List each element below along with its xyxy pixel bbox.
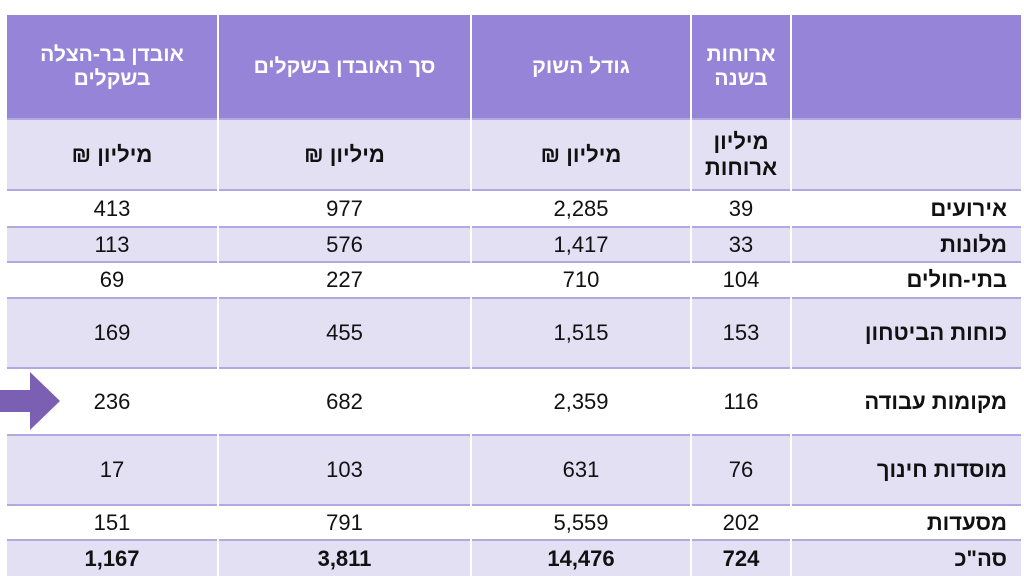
header-cell (790, 15, 1021, 119)
unit-cell: מיליון ₪ (470, 118, 691, 190)
data-row: כוחות הביטחון 153 1,515 455 169 (5, 297, 1021, 368)
value-cell: 3,811 (217, 539, 471, 576)
header-cell: ארוחות בשנה (690, 15, 791, 119)
header-row: ארוחות בשנה גודל השוק סך האובדן בשקלים אובד… (5, 15, 1021, 119)
value-cell: 14,476 (470, 539, 691, 576)
row-label: מקומות עבודה (790, 367, 1021, 435)
unit-cell: מיליון ארוחות (690, 118, 791, 190)
value-cell: 2,359 (470, 367, 691, 435)
value-cell: 791 (217, 504, 471, 540)
value-cell: 39 (690, 189, 791, 227)
data-row: סה"כ 724 14,476 3,811 1,167 (5, 539, 1021, 576)
row-label: מלונות (790, 226, 1021, 262)
data-row: מלונות 33 1,417 576 113 (5, 226, 1021, 262)
value-cell: 710 (470, 261, 691, 298)
value-cell: 202 (690, 504, 791, 540)
unit-cell: מיליון ₪ (217, 118, 471, 190)
row-label: כוחות הביטחון (790, 297, 1021, 368)
value-cell: 1,515 (470, 297, 691, 368)
value-cell: 151 (5, 504, 218, 540)
value-cell: 455 (217, 297, 471, 368)
table-body: ארוחות בשנה גודל השוק סך האובדן בשקלים אובד… (5, 15, 1021, 576)
row-label: סה"כ (790, 539, 1021, 576)
row-arrow (0, 372, 60, 430)
value-cell: 69 (5, 261, 218, 298)
units-row: מיליון ארוחות מיליון ₪ מיליון ₪ מיליון ₪ (5, 118, 1021, 190)
value-cell: 116 (690, 367, 791, 435)
value-cell: 113 (5, 226, 218, 262)
value-cell: 76 (690, 434, 791, 505)
value-cell: 682 (217, 367, 471, 435)
unit-cell: מיליון ₪ (5, 118, 218, 190)
unit-cell (790, 118, 1021, 190)
value-cell: 631 (470, 434, 691, 505)
value-cell: 2,285 (470, 189, 691, 227)
header-cell: אובדן בר-הצלה בשקלים (5, 15, 218, 119)
data-row: מסעדות 202 5,559 791 151 (5, 504, 1021, 540)
row-label: מסעדות (790, 504, 1021, 540)
data-table: ארוחות בשנה גודל השוק סך האובדן בשקלים אובד… (5, 15, 1021, 576)
value-cell: 977 (217, 189, 471, 227)
data-row: בתי-חולים 104 710 227 69 (5, 261, 1021, 298)
value-cell: 724 (690, 539, 791, 576)
value-cell: 227 (217, 261, 471, 298)
data-row: מוסדות חינוך 76 631 103 17 (5, 434, 1021, 505)
row-label: אירועים (790, 189, 1021, 227)
value-cell: 1,417 (470, 226, 691, 262)
arrow-shape (0, 372, 60, 430)
data-row: אירועים 39 2,285 977 413 (5, 189, 1021, 227)
value-cell: 153 (690, 297, 791, 368)
header-cell: גודל השוק (470, 15, 691, 119)
value-cell: 5,559 (470, 504, 691, 540)
value-cell: 103 (217, 434, 471, 505)
value-cell: 33 (690, 226, 791, 262)
header-cell: סך האובדן בשקלים (217, 15, 471, 119)
value-cell: 413 (5, 189, 218, 227)
row-label: מוסדות חינוך (790, 434, 1021, 505)
value-cell: 17 (5, 434, 218, 505)
value-cell: 576 (217, 226, 471, 262)
value-cell: 1,167 (5, 539, 218, 576)
data-row: מקומות עבודה 116 2,359 682 236 (5, 367, 1021, 435)
row-label: בתי-חולים (790, 261, 1021, 298)
value-cell: 169 (5, 297, 218, 368)
value-cell: 104 (690, 261, 791, 298)
